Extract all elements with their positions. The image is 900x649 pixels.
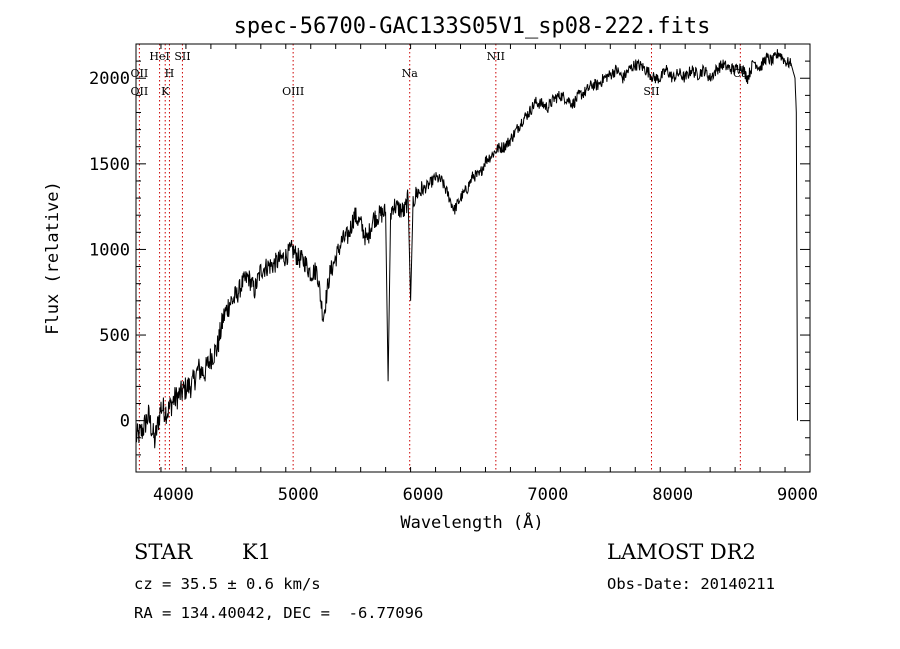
y-axis: 0 500 1000 1500 2000 <box>89 43 810 456</box>
y-tick-label: 2000 <box>89 69 130 89</box>
spectral-line-label: SII <box>174 50 190 63</box>
spectral-line-label: H <box>165 67 175 80</box>
redshift-velocity: cz = 35.5 ± 0.6 km/s <box>134 575 321 593</box>
x-tick-label: 5000 <box>278 485 319 505</box>
object-class: STAR <box>134 540 193 564</box>
y-axis-label: Flux (relative) <box>43 181 63 335</box>
x-tick-label: 4000 <box>153 485 194 505</box>
x-tick-label: 9000 <box>777 485 818 505</box>
y-tick-label: 1000 <box>89 240 130 260</box>
x-tick-label: 7000 <box>527 485 568 505</box>
x-tick-label: 8000 <box>652 485 693 505</box>
y-tick-label: 500 <box>99 326 130 346</box>
spectral-line-label: SII <box>643 85 659 98</box>
spectral-line-label: HeI <box>149 50 169 63</box>
spectral-line-label: OII <box>131 67 149 80</box>
spectral-line-markers <box>138 44 741 472</box>
spectrum-series-line <box>135 49 798 449</box>
x-axis: 4000 5000 6000 7000 8000 9000 <box>135 44 818 505</box>
x-tick-label: 6000 <box>403 485 444 505</box>
observation-date: Obs-Date: 20140211 <box>607 575 775 593</box>
spectral-line-label: K <box>161 85 170 98</box>
spectral-line-label: OIII <box>282 85 304 98</box>
spectral-line-label: OII <box>131 85 149 98</box>
coordinates: RA = 134.40042, DEC = -6.77096 <box>134 604 424 622</box>
object-subclass: K1 <box>242 540 272 564</box>
survey-name: LAMOST DR2 <box>607 540 756 564</box>
x-axis-label: Wavelength (Å) <box>400 511 543 533</box>
chart-title: spec-56700-GAC133S05V1_sp08-222.fits <box>234 14 711 39</box>
plot-frame <box>135 43 811 473</box>
y-tick-label: 1500 <box>89 155 130 175</box>
spectral-line-label: NII <box>487 50 505 63</box>
y-tick-label: 0 <box>120 412 130 432</box>
spectral-line-label: Na <box>402 67 419 80</box>
